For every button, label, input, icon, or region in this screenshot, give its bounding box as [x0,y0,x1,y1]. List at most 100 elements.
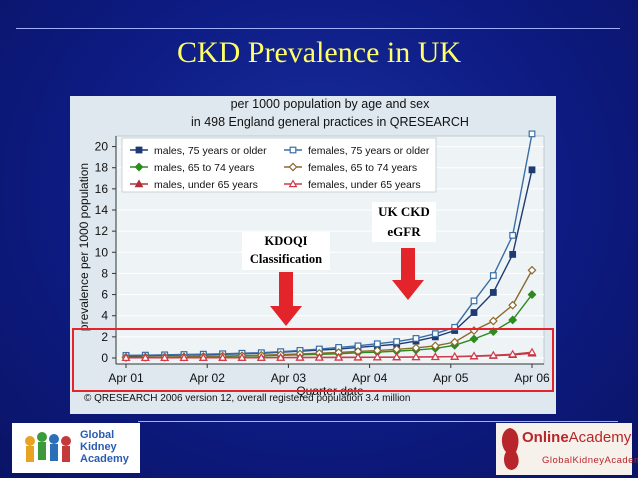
series-point [218,353,228,361]
series-point [334,352,344,361]
series-point [528,130,536,138]
x-tick-label: Apr 03 [271,371,307,385]
kidney-logo-icon [501,428,519,470]
series-point [527,265,537,275]
prevalence-chart: per 1000 population by age and sex in 498… [77,97,550,398]
series-point [430,341,440,351]
logo-left-line-1: Global [80,429,115,441]
series-point [508,300,518,310]
series-point [353,352,363,361]
series-point [509,251,517,258]
legend-label: males, under 65 years [154,179,258,191]
series-point [392,352,402,361]
y-tick-label: 6 [101,288,108,302]
ukckd-line-1: UK CKD [378,204,430,219]
y-tick-label: 0 [101,351,108,365]
kdoqi-arrow-icon [270,272,302,326]
legend-swatch-marker [288,162,298,172]
legend-swatch-marker [134,162,144,172]
legend-label: females, 65 to 74 years [308,162,417,174]
series-point [411,352,421,361]
logo-right-online: Online [522,429,569,446]
series-point [469,334,479,344]
series-point [121,353,131,361]
series-point [450,351,460,360]
y-tick-label: 8 [101,266,108,280]
y-tick-label: 18 [95,161,109,175]
series-point [528,166,536,174]
global-kidney-academy-logo: Global Kidney Academy [12,423,140,473]
logo-right-tagline: GlobalKidneyAcademy [542,455,638,466]
series-point [508,315,518,325]
highlight-box [72,328,554,392]
legend-swatch-marker [135,146,143,154]
x-tick-label: Apr 02 [190,371,226,385]
series-point [470,297,478,305]
bottom-divider [138,421,618,422]
legend-label: males, 65 to 74 years [154,162,254,174]
chart-copyright: © QRESEARCH 2006 version 12, overall reg… [84,393,411,404]
y-axis-label: prevalence per 1000 population [77,163,91,331]
series-point [489,272,497,279]
kdoqi-callout: KDOQI Classification [242,232,330,270]
legend-label: females, under 65 years [308,179,421,191]
series-point [431,330,439,338]
series-point [509,231,517,239]
series-point [470,309,478,316]
legend-swatch-marker [288,179,298,188]
ukckd-callout: UK CKD eGFR [372,202,436,242]
series-point [489,289,497,296]
online-academy-logo: OnlineAcademy GlobalKidneyAcademy [496,423,638,475]
y-tick-label: 20 [95,140,109,154]
top-divider [16,28,620,29]
y-tick-label: 16 [95,182,109,196]
legend-label: males, 75 years or older [154,145,267,157]
chart-title-line: per 1000 population by age and sex [231,97,431,111]
series-point [256,352,266,361]
series-point [276,352,286,361]
series-point [295,352,305,361]
x-tick-label: Apr 05 [433,371,469,385]
y-tick-label: 4 [101,309,108,323]
series-point [488,316,498,326]
logo-right-academy: Academy [568,429,632,446]
series-point [393,338,401,346]
series-point [237,353,247,361]
series-point [160,353,170,361]
series-point [469,351,479,360]
series-point [140,353,150,361]
kdoqi-line-1: KDOQI [264,234,308,248]
series-point [430,352,440,361]
ukckd-line-2: eGFR [387,224,421,239]
ukckd-arrow-icon [392,248,424,300]
series-line [125,269,533,358]
series-point [198,353,208,361]
y-tick-label: 10 [95,245,109,259]
series-point [527,347,537,356]
logo-left-line-3: Academy [80,453,129,465]
x-tick-label: Apr 04 [352,371,388,385]
series-point [179,353,189,361]
series-point [527,290,537,300]
people-logo-icon [25,432,71,462]
series-line [126,351,533,359]
series-point [488,350,498,359]
kdoqi-line-2: Classification [249,252,323,266]
logo-left-line-2: Kidney [80,441,117,453]
legend-swatch-marker [134,179,144,188]
legend-box [121,137,437,193]
legend-label: females, 75 years or older [308,145,430,157]
series-point [450,337,460,347]
series-point [451,323,459,331]
series-point [508,349,518,358]
x-tick-label: Apr 06 [514,371,550,385]
series-point [372,352,382,361]
series-point [411,343,421,353]
chart-title-line: in 498 England general practices in QRES… [191,115,469,129]
series-point [314,352,324,361]
x-tick-label: Apr 01 [108,371,144,385]
slide-title: CKD Prevalence in UK [176,36,462,69]
series-point [412,335,420,342]
legend-swatch-marker [289,146,297,154]
y-tick-label: 12 [95,224,109,238]
